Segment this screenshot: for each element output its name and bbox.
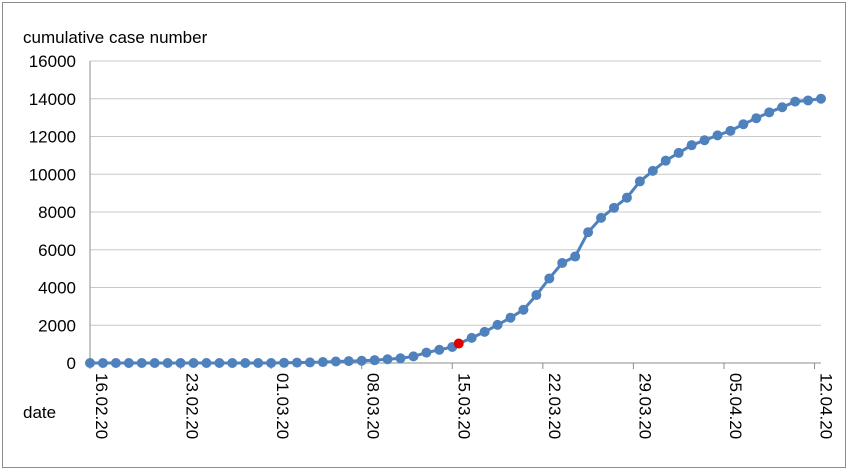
data-point [505, 312, 516, 323]
data-point [518, 304, 529, 315]
line-chart: 0 2000 4000 6000 8000 10000 12000 14000 16000 16… [23, 28, 836, 439]
data-point [304, 357, 315, 368]
data-point [110, 358, 121, 368]
x-tick-labels: 16.02.20 23.02.20 01.03.20 08.03.20 15.03.20… [92, 373, 836, 439]
data-point [660, 155, 671, 166]
data-point [466, 332, 477, 343]
data-point [725, 125, 736, 136]
data-point [608, 202, 619, 213]
x-axis-title: date [23, 403, 56, 422]
data-point [395, 353, 406, 364]
data-point [317, 357, 328, 368]
data-point [816, 93, 826, 104]
data-point [253, 358, 264, 368]
data-point [201, 358, 212, 368]
data-point [434, 344, 445, 355]
data-point [686, 140, 697, 151]
x-tick-label-5: 22.03.20 [545, 373, 564, 439]
data-point [712, 130, 723, 141]
data-point [175, 358, 186, 368]
grid-lines [90, 60, 821, 326]
data-point [227, 358, 238, 368]
data-point [647, 165, 658, 176]
data-point [764, 107, 775, 118]
data-point [382, 354, 393, 365]
data-point [621, 192, 632, 203]
axes [89, 61, 821, 369]
data-point [777, 102, 788, 113]
data-point [531, 290, 542, 301]
data-point [123, 358, 134, 368]
data-point [790, 96, 801, 107]
data-point [85, 358, 95, 368]
data-point [149, 358, 160, 368]
x-tick-label-0: 16.02.20 [92, 373, 111, 439]
series-cumulative-cases [85, 93, 826, 368]
x-tick-label-8: 12.04.20 [817, 373, 836, 439]
data-point [421, 347, 432, 358]
y-tick-label-16000: 16000 [29, 52, 76, 71]
y-axis-title: cumulative case number [23, 28, 208, 47]
y-tick-label-8000: 8000 [38, 203, 76, 222]
data-point [544, 273, 555, 284]
data-point [214, 358, 225, 368]
data-point [369, 355, 380, 366]
data-point [343, 356, 354, 367]
y-tick-labels: 0 2000 4000 6000 8000 10000 12000 14000 16000 [29, 52, 76, 373]
data-point [557, 257, 568, 268]
y-tick-label-12000: 12000 [29, 128, 76, 147]
series-line [90, 97, 822, 365]
y-tick-label-6000: 6000 [38, 241, 76, 260]
data-point [162, 358, 173, 368]
data-point [751, 113, 762, 124]
y-tick-label-2000: 2000 [38, 316, 76, 335]
y-tick-label-4000: 4000 [38, 279, 76, 298]
data-point [492, 319, 503, 330]
data-point [279, 357, 290, 368]
data-point [97, 358, 108, 368]
x-tick-label-3: 08.03.20 [364, 373, 383, 439]
data-point [330, 356, 341, 367]
data-point [408, 351, 419, 362]
data-point [479, 326, 490, 337]
data-point [803, 95, 814, 106]
data-point [292, 357, 303, 368]
x-tick-label-7: 05.04.20 [726, 373, 745, 439]
x-tick-label-1: 23.02.20 [183, 373, 202, 439]
data-point [240, 358, 251, 368]
data-point [188, 358, 199, 368]
data-point [570, 251, 581, 262]
y-tick-label-0: 0 [67, 354, 76, 373]
data-point [634, 176, 645, 187]
data-point [356, 355, 367, 366]
data-point [596, 212, 607, 223]
data-point [738, 119, 749, 130]
data-point [136, 358, 147, 368]
data-point [699, 135, 710, 146]
y-tick-label-10000: 10000 [29, 165, 76, 184]
data-point [673, 147, 684, 158]
data-point [266, 358, 277, 368]
x-tick-label-4: 15.03.20 [454, 373, 473, 439]
x-tick-label-2: 01.03.20 [273, 373, 292, 439]
data-point [583, 227, 594, 238]
data-point-highlighted [453, 338, 464, 349]
x-tick-label-6: 29.03.20 [635, 373, 654, 439]
y-tick-label-14000: 14000 [29, 90, 76, 109]
